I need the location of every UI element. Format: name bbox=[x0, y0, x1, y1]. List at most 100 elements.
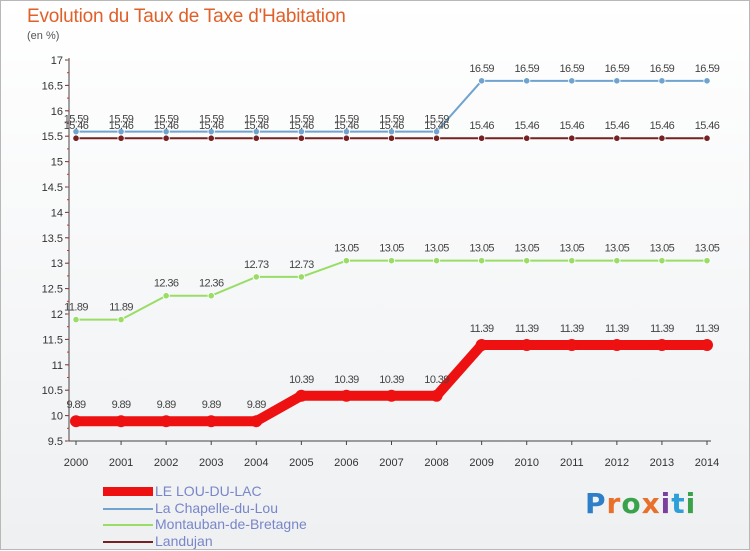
data-label-1-9: 16.59 bbox=[469, 63, 494, 75]
data-label-2-0: 11.89 bbox=[64, 302, 88, 314]
data-label-1-11: 16.59 bbox=[560, 63, 585, 75]
x-tick-label-2003: 2003 bbox=[199, 457, 223, 469]
data-label-1-14: 16.59 bbox=[695, 63, 720, 75]
data-label-3-1: 15.46 bbox=[109, 120, 134, 132]
series-point-2-0 bbox=[72, 315, 80, 324]
series-point-3-2 bbox=[162, 134, 170, 142]
y-tick-label-3: 11 bbox=[52, 360, 63, 372]
data-label-0-6: 10.39 bbox=[334, 374, 359, 386]
data-label-3-11: 15.46 bbox=[560, 120, 585, 132]
series-point-1-8 bbox=[432, 128, 441, 136]
series-point-1-1 bbox=[117, 128, 125, 136]
data-label-0-10: 11.39 bbox=[515, 323, 539, 335]
series-point-1-7 bbox=[387, 128, 396, 136]
series-point-3-8 bbox=[432, 134, 441, 142]
legend-swatch-1 bbox=[103, 508, 153, 510]
series-point-0-7 bbox=[385, 389, 398, 402]
series-point-0-11 bbox=[565, 338, 578, 351]
series-point-0-2 bbox=[160, 415, 173, 428]
series-point-2-7 bbox=[387, 257, 396, 265]
data-label-3-0: 15.46 bbox=[64, 120, 89, 132]
data-label-2-8: 13.05 bbox=[424, 243, 449, 255]
logo-letter: t bbox=[671, 487, 686, 520]
series-point-2-4 bbox=[252, 273, 260, 281]
data-label-1-1: 15.59 bbox=[109, 114, 134, 126]
x-tick-label-2011: 2011 bbox=[560, 457, 584, 469]
series-point-0-12 bbox=[610, 338, 623, 351]
data-label-3-12: 15.46 bbox=[605, 120, 630, 132]
series-point-3-11 bbox=[568, 134, 576, 142]
x-tick-label-2007: 2007 bbox=[379, 457, 403, 469]
series-point-0-6 bbox=[340, 389, 353, 402]
data-label-0-14: 11.39 bbox=[695, 323, 719, 335]
data-label-2-14: 13.05 bbox=[695, 243, 720, 255]
series-point-2-13 bbox=[658, 257, 666, 265]
logo-letter: i bbox=[685, 487, 697, 520]
data-label-0-12: 11.39 bbox=[605, 323, 629, 335]
series-point-0-3 bbox=[205, 415, 218, 428]
series-point-2-8 bbox=[432, 257, 441, 265]
series-point-2-6 bbox=[342, 257, 351, 265]
data-label-2-4: 12.73 bbox=[244, 259, 269, 271]
data-label-0-4: 9.89 bbox=[247, 399, 266, 411]
series-point-0-9 bbox=[475, 338, 488, 351]
data-label-1-12: 16.59 bbox=[605, 63, 630, 75]
series-point-3-13 bbox=[658, 134, 666, 142]
data-label-1-2: 15.59 bbox=[154, 114, 179, 126]
data-label-2-3: 12.36 bbox=[199, 278, 224, 290]
series-point-2-10 bbox=[523, 257, 531, 265]
data-label-1-7: 15.59 bbox=[379, 114, 404, 126]
data-label-2-12: 13.05 bbox=[605, 243, 630, 255]
data-label-1-10: 16.59 bbox=[514, 63, 539, 75]
data-label-3-13: 15.46 bbox=[650, 120, 675, 132]
y-tick-label-2: 10.5 bbox=[42, 385, 63, 397]
data-label-0-1: 9.89 bbox=[112, 399, 131, 411]
data-label-1-5: 15.59 bbox=[289, 114, 314, 126]
series-point-3-1 bbox=[117, 134, 125, 142]
chart-unit-label: (en %) bbox=[27, 30, 60, 42]
series-point-1-4 bbox=[252, 128, 260, 136]
x-tick-label-2014: 2014 bbox=[695, 457, 719, 469]
x-tick-label-2008: 2008 bbox=[424, 457, 448, 469]
legend-label-2: Montauban-de-Bretagne bbox=[155, 516, 307, 532]
legend-label-1: La Chapelle-du-Lou bbox=[155, 500, 278, 516]
x-tick-label-2013: 2013 bbox=[650, 457, 674, 469]
series-point-1-12 bbox=[613, 77, 621, 85]
legend-swatch-2 bbox=[103, 524, 153, 526]
y-tick-label-15: 17 bbox=[51, 55, 63, 67]
series-point-2-1 bbox=[117, 315, 125, 324]
series-line-2 bbox=[75, 259, 708, 321]
data-label-2-9: 13.05 bbox=[469, 243, 494, 255]
series-point-1-2 bbox=[162, 128, 170, 136]
series-point-0-1 bbox=[115, 415, 128, 428]
data-label-3-10: 15.46 bbox=[514, 120, 539, 132]
x-tick-label-2004: 2004 bbox=[244, 457, 268, 469]
series-point-3-10 bbox=[523, 134, 531, 142]
data-label-0-2: 9.89 bbox=[157, 399, 176, 411]
series-point-0-8 bbox=[430, 389, 443, 402]
series-point-1-11 bbox=[568, 77, 576, 85]
data-label-2-5: 12.73 bbox=[289, 259, 314, 271]
legend-swatch-3 bbox=[103, 541, 153, 543]
y-tick-label-12: 15.5 bbox=[42, 131, 63, 143]
data-label-3-7: 15.46 bbox=[379, 120, 404, 132]
x-tick-label-2006: 2006 bbox=[334, 457, 358, 469]
logo-letter: r bbox=[606, 487, 622, 520]
series-point-3-4 bbox=[252, 134, 260, 142]
y-tick-label-8: 13.5 bbox=[42, 233, 63, 245]
data-label-2-1: 11.89 bbox=[109, 302, 133, 314]
data-label-0-11: 11.39 bbox=[560, 323, 584, 335]
series-point-2-2 bbox=[162, 292, 170, 300]
data-label-2-7: 13.05 bbox=[379, 243, 404, 255]
data-label-3-4: 15.46 bbox=[244, 120, 269, 132]
x-tick-label-2001: 2001 bbox=[109, 457, 133, 469]
proxiti-logo: Proxiti bbox=[585, 487, 696, 520]
data-label-2-10: 13.05 bbox=[514, 243, 539, 255]
y-tick-label-7: 13 bbox=[51, 258, 63, 270]
series-point-2-14 bbox=[703, 257, 711, 265]
series-point-0-14 bbox=[701, 338, 713, 351]
x-tick-label-2002: 2002 bbox=[154, 457, 178, 469]
data-label-2-11: 13.05 bbox=[560, 243, 585, 255]
logo-letter: x bbox=[641, 487, 661, 520]
